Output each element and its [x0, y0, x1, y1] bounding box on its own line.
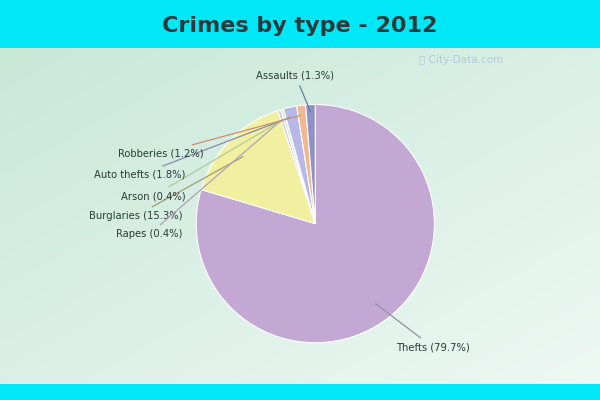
Text: ⓘ City-Data.com: ⓘ City-Data.com — [419, 55, 504, 65]
Wedge shape — [281, 109, 315, 224]
Wedge shape — [284, 106, 315, 224]
Wedge shape — [278, 110, 315, 224]
Text: Thefts (79.7%): Thefts (79.7%) — [376, 304, 470, 352]
Wedge shape — [296, 105, 315, 224]
Text: Burglaries (15.3%): Burglaries (15.3%) — [89, 156, 243, 221]
Text: Rapes (0.4%): Rapes (0.4%) — [116, 121, 281, 239]
Wedge shape — [305, 104, 315, 224]
Text: Auto thefts (1.8%): Auto thefts (1.8%) — [94, 117, 290, 180]
Text: Robberies (1.2%): Robberies (1.2%) — [118, 116, 300, 158]
Text: Arson (0.4%): Arson (0.4%) — [121, 120, 283, 201]
Text: Assaults (1.3%): Assaults (1.3%) — [256, 70, 334, 112]
Text: Crimes by type - 2012: Crimes by type - 2012 — [163, 16, 437, 36]
Wedge shape — [201, 110, 315, 224]
Wedge shape — [196, 104, 434, 343]
